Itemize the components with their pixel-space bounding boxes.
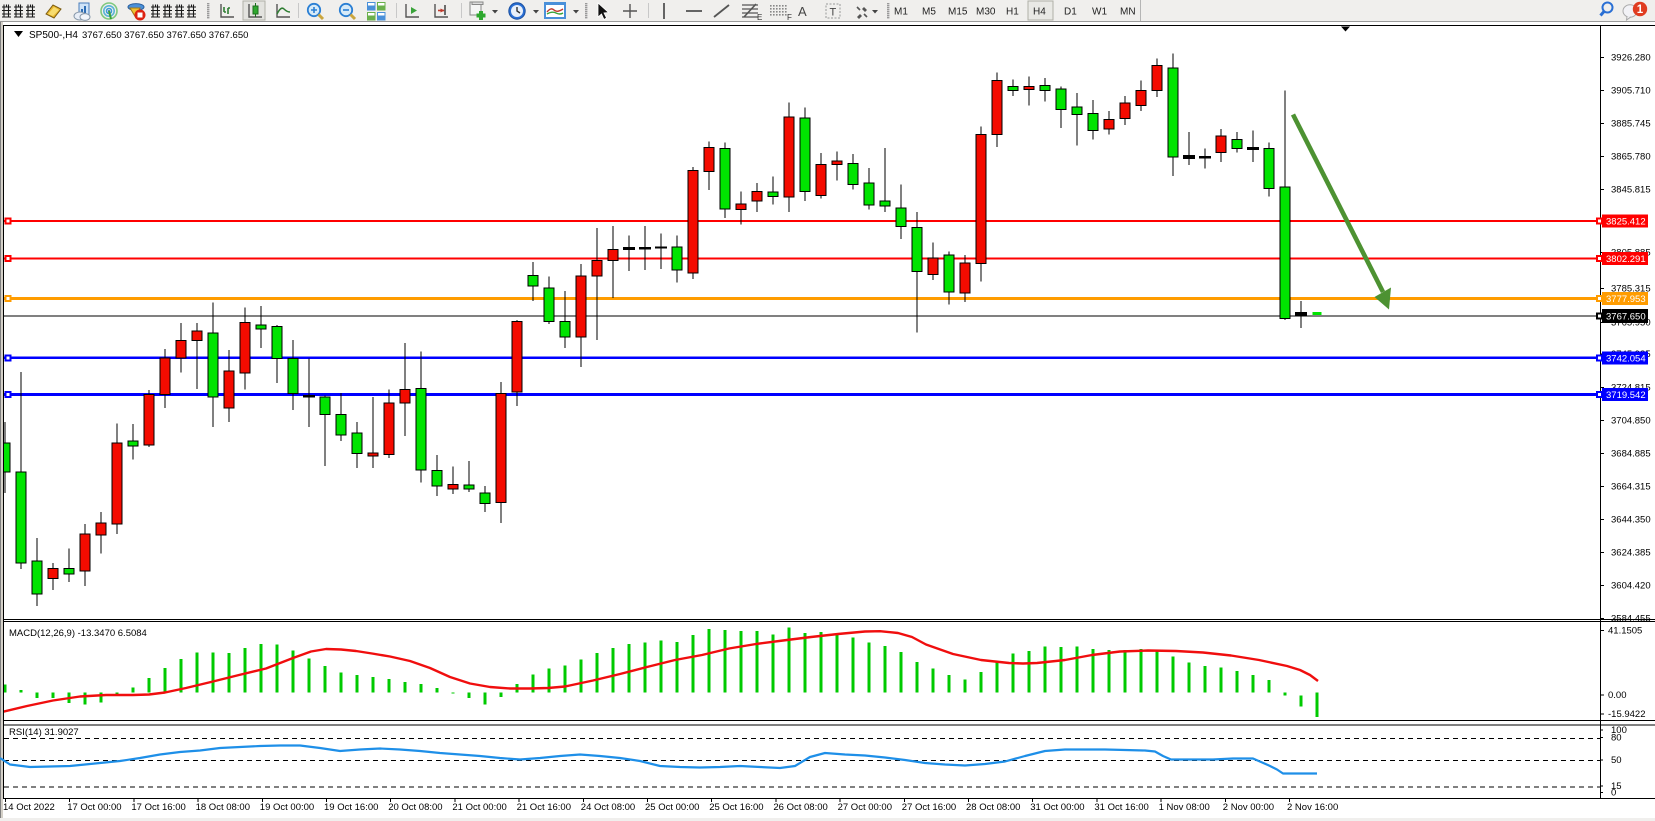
svg-text:20 Oct 08:00: 20 Oct 08:00 xyxy=(388,802,442,813)
svg-text:21 Oct 16:00: 21 Oct 16:00 xyxy=(517,802,571,813)
svg-text:1: 1 xyxy=(1637,4,1644,16)
svg-text:26 Oct 08:00: 26 Oct 08:00 xyxy=(773,802,827,813)
svg-text:T: T xyxy=(830,7,837,19)
svg-text:24 Oct 08:00: 24 Oct 08:00 xyxy=(581,802,635,813)
svg-text:M1: M1 xyxy=(894,7,908,18)
svg-text:80: 80 xyxy=(1611,733,1622,744)
svg-text:W1: W1 xyxy=(1092,7,1107,18)
svg-text:2 Nov 00:00: 2 Nov 00:00 xyxy=(1223,802,1274,813)
svg-text:14 Oct 2022: 14 Oct 2022 xyxy=(3,802,55,813)
svg-text:H4: H4 xyxy=(1033,7,1046,18)
svg-text:MN: MN xyxy=(1120,7,1136,18)
svg-text:17 Oct 00:00: 17 Oct 00:00 xyxy=(67,802,121,813)
svg-text:100: 100 xyxy=(1611,725,1627,736)
svg-text:2 Nov 16:00: 2 Nov 16:00 xyxy=(1287,802,1338,813)
svg-text:3785.315: 3785.315 xyxy=(1611,284,1651,295)
svg-text:27 Oct 16:00: 27 Oct 16:00 xyxy=(902,802,956,813)
svg-text:SP500-,H4: SP500-,H4 xyxy=(29,30,78,41)
svg-text:3719.542: 3719.542 xyxy=(1606,390,1646,401)
svg-text:3865.780: 3865.780 xyxy=(1611,152,1651,163)
svg-text:18 Oct 08:00: 18 Oct 08:00 xyxy=(196,802,250,813)
svg-text:3704.850: 3704.850 xyxy=(1611,416,1651,427)
svg-text:3845.815: 3845.815 xyxy=(1611,185,1651,196)
svg-text:M15: M15 xyxy=(948,7,968,18)
svg-text:3624.385: 3624.385 xyxy=(1611,548,1651,559)
svg-text:E: E xyxy=(757,13,762,22)
svg-text:D1: D1 xyxy=(1064,7,1077,18)
svg-text:3767.650 3767.650 3767.650 376: 3767.650 3767.650 3767.650 3767.650 xyxy=(82,30,248,41)
svg-text:15: 15 xyxy=(1611,781,1622,792)
svg-text:M30: M30 xyxy=(976,7,996,18)
svg-text:3604.420: 3604.420 xyxy=(1611,581,1651,592)
svg-text:3584.455: 3584.455 xyxy=(1611,614,1651,625)
svg-text:0.00: 0.00 xyxy=(1608,690,1627,701)
svg-text:3926.280: 3926.280 xyxy=(1611,53,1651,64)
svg-text:H1: H1 xyxy=(1006,7,1019,18)
svg-text:0: 0 xyxy=(1611,788,1616,799)
svg-text:3684.885: 3684.885 xyxy=(1611,449,1651,460)
svg-text:21 Oct 00:00: 21 Oct 00:00 xyxy=(452,802,506,813)
svg-text:MACD(12,26,9) -13.3470 6.5084: MACD(12,26,9) -13.3470 6.5084 xyxy=(9,628,147,639)
svg-text:50: 50 xyxy=(1611,755,1622,766)
svg-text:3885.745: 3885.745 xyxy=(1611,119,1651,130)
svg-text:3767.650: 3767.650 xyxy=(1606,312,1646,323)
svg-text:A: A xyxy=(798,4,807,19)
svg-text:RSI(14) 31.9027: RSI(14) 31.9027 xyxy=(9,727,79,738)
svg-text:17 Oct 16:00: 17 Oct 16:00 xyxy=(131,802,185,813)
svg-text:27 Oct 00:00: 27 Oct 00:00 xyxy=(838,802,892,813)
svg-text:41.1505: 41.1505 xyxy=(1608,626,1642,637)
svg-text:3802.291: 3802.291 xyxy=(1606,254,1646,265)
svg-text:31 Oct 16:00: 31 Oct 16:00 xyxy=(1094,802,1148,813)
svg-text:-15.9422: -15.9422 xyxy=(1608,709,1646,720)
svg-text:3825.412: 3825.412 xyxy=(1606,217,1646,228)
svg-text:3664.315: 3664.315 xyxy=(1611,482,1651,493)
svg-text:25 Oct 00:00: 25 Oct 00:00 xyxy=(645,802,699,813)
svg-text:3777.953: 3777.953 xyxy=(1606,294,1646,305)
svg-text:3905.710: 3905.710 xyxy=(1611,86,1651,97)
svg-text:19 Oct 16:00: 19 Oct 16:00 xyxy=(324,802,378,813)
svg-text:M5: M5 xyxy=(922,7,936,18)
svg-text:3644.350: 3644.350 xyxy=(1611,515,1651,526)
svg-text:1 Nov 08:00: 1 Nov 08:00 xyxy=(1159,802,1210,813)
svg-text:F: F xyxy=(787,13,792,22)
svg-text:28 Oct 08:00: 28 Oct 08:00 xyxy=(966,802,1020,813)
svg-text:3742.054: 3742.054 xyxy=(1606,353,1646,364)
svg-text:19 Oct 00:00: 19 Oct 00:00 xyxy=(260,802,314,813)
svg-text:31 Oct 00:00: 31 Oct 00:00 xyxy=(1030,802,1084,813)
svg-text:25 Oct 16:00: 25 Oct 16:00 xyxy=(709,802,763,813)
